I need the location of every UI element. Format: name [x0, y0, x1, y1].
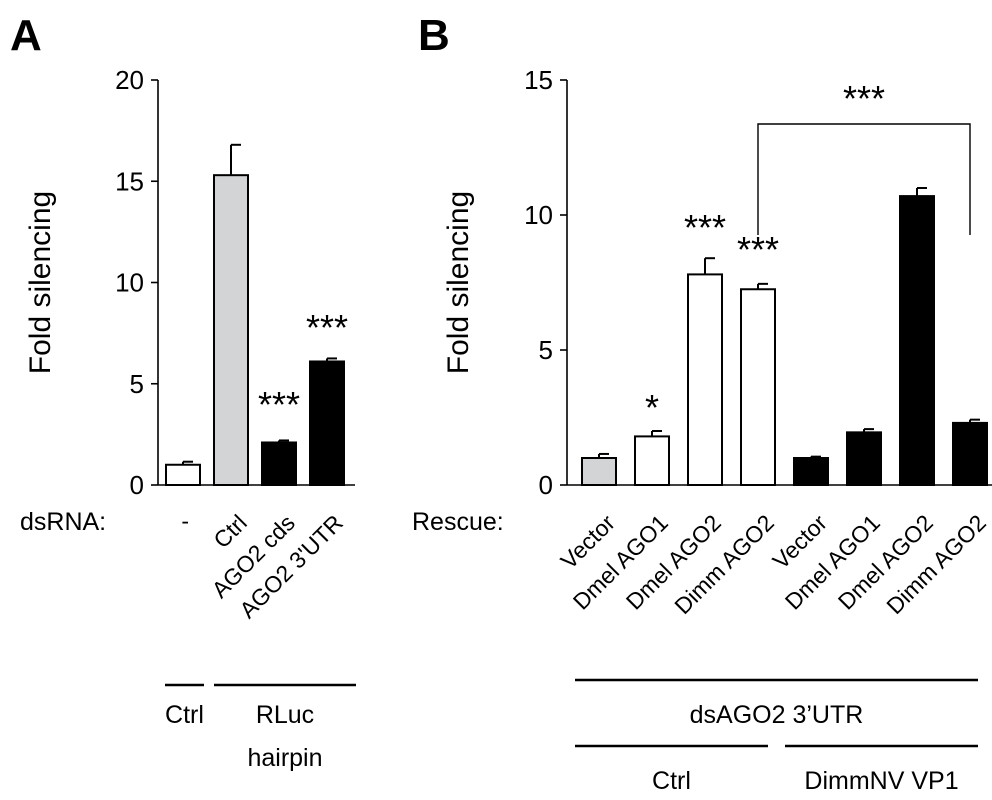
group-label: RLuc — [256, 701, 314, 729]
significance-marker: *** — [258, 384, 300, 425]
bar — [899, 195, 935, 486]
bar — [952, 421, 988, 486]
y-axis-title: Fold silencing — [24, 191, 57, 374]
x-row-label: dsRNA: — [20, 508, 106, 536]
significance-marker: *** — [737, 229, 779, 270]
group-label-top: dsAGO2 3’UTR — [690, 701, 864, 729]
x-tick-label: - — [181, 508, 189, 534]
y-tick-label: 10 — [524, 200, 553, 230]
bar — [261, 441, 297, 487]
panel-letter-a: A — [10, 11, 42, 60]
significance-marker: *** — [684, 207, 726, 248]
group-label: Ctrl — [652, 767, 691, 795]
bar — [309, 360, 345, 487]
y-tick-label: 0 — [130, 470, 144, 500]
significance-marker: * — [645, 387, 659, 428]
bar — [165, 463, 201, 486]
y-tick-label: 10 — [115, 268, 144, 298]
y-axis-title: Fold silencing — [442, 191, 475, 374]
y-tick-label: 20 — [115, 65, 144, 95]
y-tick-label: 0 — [539, 470, 553, 500]
y-tick-label: 15 — [524, 65, 553, 95]
bar — [687, 273, 723, 486]
y-tick-label: 5 — [130, 369, 144, 399]
y-tick-label: 15 — [115, 166, 144, 196]
x-row-label: Rescue: — [412, 508, 504, 536]
bar — [581, 457, 617, 486]
bar — [793, 457, 829, 486]
bracket-significance: *** — [843, 78, 885, 119]
group-label: Ctrl — [165, 701, 204, 729]
significance-marker: *** — [306, 307, 348, 348]
group-label: hairpin — [247, 744, 322, 772]
bar — [213, 174, 249, 487]
group-label: DimmNV VP1 — [804, 767, 958, 795]
y-tick-label: 5 — [539, 335, 553, 365]
bar — [740, 288, 776, 486]
bar — [634, 435, 670, 486]
bar — [846, 431, 882, 487]
panel-letter-b: B — [418, 11, 450, 60]
comparison-bracket — [757, 123, 971, 235]
